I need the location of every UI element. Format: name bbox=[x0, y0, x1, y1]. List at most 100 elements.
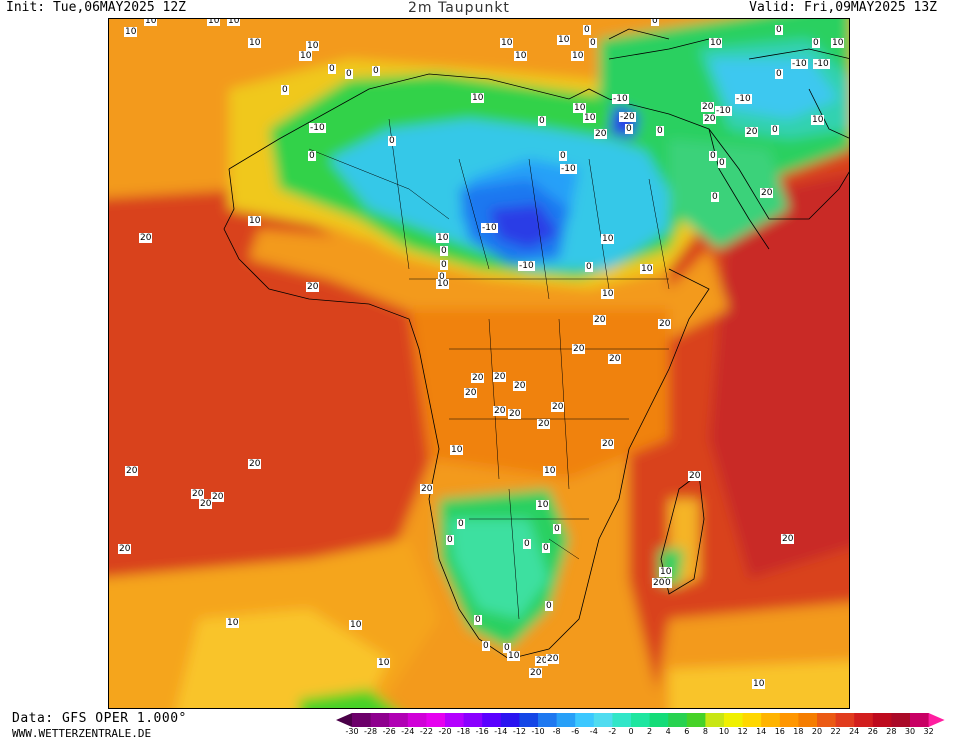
legend-arrow-right bbox=[928, 713, 945, 727]
contour-label: 0 bbox=[545, 601, 553, 611]
legend-tick-label: 2 bbox=[647, 727, 653, 736]
legend-swatch bbox=[631, 713, 651, 727]
contour-label: 20 bbox=[572, 344, 586, 354]
contour-label: 0 bbox=[438, 272, 446, 282]
legend-swatch bbox=[389, 713, 409, 727]
contour-label: 20 bbox=[594, 129, 608, 139]
contour-label: 20 bbox=[652, 578, 666, 588]
color-legend: -30 -28 -26 -24 -22 -20 -18 -16 -14 -12 -10 -8 -6 -4-… bbox=[336, 712, 956, 740]
legend-swatch bbox=[872, 713, 892, 727]
legend-tick-label: -14 bbox=[494, 727, 508, 736]
legend-tick-label: -22 bbox=[419, 727, 433, 736]
legend-tick-label: 28 bbox=[886, 727, 897, 736]
contour-label: 0 bbox=[775, 25, 783, 35]
contour-label: 0 bbox=[440, 260, 448, 270]
contour-label: 0 bbox=[372, 66, 380, 76]
legend-swatch bbox=[668, 713, 688, 727]
contour-label: 20 bbox=[139, 233, 153, 243]
contour-label: 20 bbox=[688, 471, 702, 481]
legend-tick-label: -8 bbox=[552, 727, 561, 736]
contour-label: 0 bbox=[559, 151, 567, 161]
contour-label: 10 bbox=[583, 113, 597, 123]
contour-label: -10 bbox=[560, 164, 577, 174]
contour-label: -10 bbox=[309, 123, 326, 133]
legend-swatch bbox=[407, 713, 427, 727]
contour-label: 20 bbox=[703, 114, 717, 124]
legend-tick-label: 6 bbox=[684, 727, 690, 736]
contour-label: 0 bbox=[523, 539, 531, 549]
legend-swatch bbox=[910, 713, 930, 727]
data-source: Data: GFS OPER 1.000° bbox=[12, 711, 187, 726]
contour-label: 10 bbox=[144, 18, 158, 26]
legend-swatch bbox=[612, 713, 632, 727]
legend-swatch bbox=[445, 713, 465, 727]
legend-swatch bbox=[352, 713, 372, 727]
contour-label: -10 bbox=[791, 59, 808, 69]
contour-label: -10 bbox=[612, 94, 629, 104]
contour-label: 0 bbox=[553, 524, 561, 534]
contour-label: 0 bbox=[589, 38, 597, 48]
contour-label: 0 bbox=[651, 18, 659, 26]
legend-tick-label: 0 bbox=[628, 727, 634, 736]
contour-label: 10 bbox=[601, 289, 615, 299]
legend-swatch bbox=[593, 713, 613, 727]
contour-label: 0 bbox=[440, 246, 448, 256]
contour-label: 20 bbox=[760, 188, 774, 198]
legend-tick-label: -18 bbox=[457, 727, 471, 736]
legend-swatch bbox=[724, 713, 744, 727]
contour-label: 0 bbox=[656, 126, 664, 136]
legend-swatch bbox=[742, 713, 762, 727]
contour-label: 20 bbox=[125, 466, 139, 476]
legend-swatch bbox=[519, 713, 539, 727]
contour-label: 10 bbox=[659, 567, 673, 577]
website-link[interactable]: WWW.WETTERZENTRALE.DE bbox=[12, 727, 152, 740]
contour-label: 10 bbox=[571, 51, 585, 61]
legend-tick-label: -10 bbox=[531, 727, 545, 736]
legend-tick-label: -28 bbox=[364, 727, 378, 736]
contour-label: 20 bbox=[508, 409, 522, 419]
legend-tick-label: -6 bbox=[571, 727, 580, 736]
contour-label: 20 bbox=[745, 127, 759, 137]
legend-swatch bbox=[891, 713, 911, 727]
contour-label: 20 bbox=[248, 459, 262, 469]
contour-label: 10 bbox=[601, 234, 615, 244]
contour-label: 0 bbox=[308, 151, 316, 161]
contour-label: -10 bbox=[813, 59, 830, 69]
contour-label: 20 bbox=[211, 492, 225, 502]
legend-swatch bbox=[500, 713, 520, 727]
legend-swatch bbox=[705, 713, 725, 727]
contour-label: 0 bbox=[812, 38, 820, 48]
legend-tick-label: 16 bbox=[774, 727, 785, 736]
contour-label: 20 bbox=[191, 489, 205, 499]
contour-label: 20 bbox=[529, 668, 543, 678]
contour-label: 20 bbox=[537, 419, 551, 429]
legend-swatch bbox=[854, 713, 874, 727]
legend-tick-label: -16 bbox=[475, 727, 489, 736]
contour-label: 20 bbox=[493, 406, 507, 416]
legend-swatch bbox=[556, 713, 576, 727]
contour-label: 10 bbox=[709, 38, 723, 48]
contour-label: 10 bbox=[536, 500, 550, 510]
legend-tick-label: 22 bbox=[830, 727, 841, 736]
contour-label: 10 bbox=[377, 658, 391, 668]
legend-swatch bbox=[426, 713, 446, 727]
legend-swatch bbox=[482, 713, 502, 727]
contour-label: 10 bbox=[514, 51, 528, 61]
contour-label: -10 bbox=[715, 106, 732, 116]
contour-label: 10 bbox=[573, 103, 587, 113]
contour-label: 10 bbox=[640, 264, 654, 274]
contour-label: 10 bbox=[226, 618, 240, 628]
legend-swatch bbox=[649, 713, 669, 727]
contour-label: 0 bbox=[542, 543, 550, 553]
legend-tick-label: 26 bbox=[867, 727, 878, 736]
legend-tick-label: 14 bbox=[756, 727, 767, 736]
map-title: 2m Taupunkt bbox=[408, 0, 510, 16]
legend-tick-label: -20 bbox=[438, 727, 452, 736]
contour-label: 0 bbox=[709, 151, 717, 161]
legend-arrow-left bbox=[336, 713, 352, 727]
legend-swatch bbox=[761, 713, 781, 727]
dewpoint-map: 10 10 10 10 10 10 10 10 10 10 10 0 0 0 10 0 0 10 -10 -10 0 0 0… bbox=[108, 18, 850, 709]
legend-swatch bbox=[817, 713, 837, 727]
legend-tick-label: 18 bbox=[793, 727, 804, 736]
contour-label: 10 bbox=[227, 18, 241, 26]
